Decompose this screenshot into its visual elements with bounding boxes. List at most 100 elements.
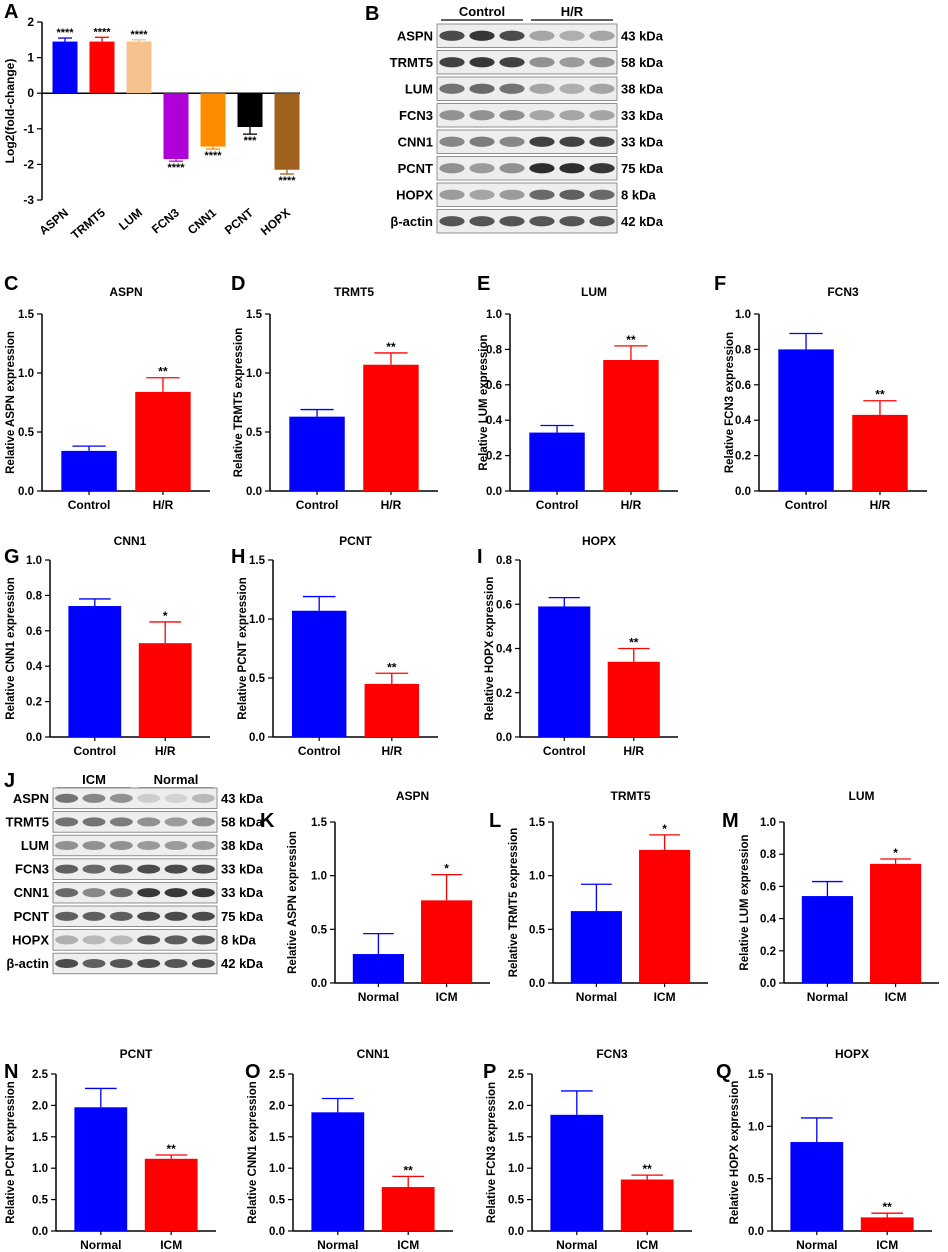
x-tick-label: H/R <box>153 498 174 512</box>
y-tick-label: 2.0 <box>32 1100 48 1112</box>
blot-band <box>137 911 161 921</box>
y-tick-label: 1.5 <box>18 309 35 321</box>
y-axis-label: Relative TRMT5 expression <box>508 828 520 978</box>
x-tick-label: Normal <box>80 1238 121 1252</box>
bar-normal <box>352 954 404 983</box>
x-tick-label: H/R <box>381 498 402 512</box>
chart-title: LUM <box>581 285 607 299</box>
blot-band <box>559 163 585 174</box>
y-tick-label: 0.8 <box>496 555 513 567</box>
kda-label: 38 kDa <box>621 81 664 96</box>
y-tick-label: 1.0 <box>748 1121 764 1133</box>
significance-mark: **** <box>130 29 148 41</box>
panel-o: O CNN1 0.0 0.5 1.0 1.5 2.0 2.5 Relative CNN1 exp… <box>245 1047 453 1252</box>
group-label: Normal <box>154 772 199 787</box>
blot-band <box>109 840 133 851</box>
y-tick-label: 0.0 <box>269 1226 285 1238</box>
y-tick-label: 0.5 <box>249 673 266 685</box>
blot-band <box>191 817 215 827</box>
y-tick-label: 0.6 <box>735 380 751 392</box>
significance-mark: * <box>444 862 449 876</box>
panel-letter: Q <box>716 1061 732 1083</box>
blot-band <box>499 216 525 227</box>
y-axis-label: Relative FCN3 expression <box>724 332 736 473</box>
bar-icm <box>381 1187 435 1231</box>
blot-band <box>589 110 615 121</box>
y-axis-label: Relative ASPN expression <box>287 831 299 974</box>
y-tick-label: 0.2 <box>760 946 776 958</box>
y-tick-label: 0.8 <box>26 590 43 602</box>
significance-mark: ** <box>404 1163 414 1177</box>
x-tick-label: ICM <box>885 990 907 1004</box>
blot-band <box>439 83 465 94</box>
y-tick-label: 1.5 <box>508 1132 525 1144</box>
kda-label: 42 kDa <box>621 214 664 229</box>
blot-row-hopx: HOPX 8 kDa <box>12 929 256 951</box>
x-tick-label: ICM <box>397 1238 419 1252</box>
blot-band <box>164 840 188 851</box>
panel-letter: F <box>714 273 726 295</box>
y-tick-label: 1.5 <box>246 309 263 321</box>
x-tick-label: HOPX <box>258 206 293 239</box>
y-tick-label: 0.5 <box>269 1195 286 1207</box>
y-axis-label: Relative TRMT5 expression <box>233 328 245 478</box>
kda-label: 33 kDa <box>621 134 664 149</box>
y-tick-label: 0.0 <box>32 1226 48 1238</box>
blot-band <box>559 189 585 200</box>
panel-letter: J <box>4 770 15 792</box>
blot-band <box>439 216 465 227</box>
y-axis-label: Relative HOPX expression <box>729 1081 741 1225</box>
blot-band <box>559 110 585 121</box>
bar-control <box>529 432 585 491</box>
bar-control <box>68 606 122 737</box>
x-tick-label: ASPN <box>36 206 71 238</box>
x-tick-label: H/R <box>381 744 402 758</box>
panel-a: A 2 1 0 -1 -2 -3 Log2(fold-change) **** ASPN **** T… <box>3 1 300 242</box>
y-axis-label: Relative LUM expression <box>478 334 490 470</box>
blot-band <box>109 817 133 827</box>
y-tick-label: 0.5 <box>311 924 328 936</box>
panel-p: P FCN3 0.0 0.5 1.0 1.5 2.0 2.5 Relative FCN3 exp… <box>483 1047 692 1252</box>
significance-mark: * <box>163 609 168 623</box>
bar-normal <box>311 1112 365 1231</box>
chart-title: TRMT5 <box>334 285 374 299</box>
protein-label: β-actin <box>6 956 49 971</box>
panel-f: F FCN3 0.0 0.2 0.4 0.6 0.8 1.0 Relative FCN3 exp… <box>714 273 927 512</box>
blot-band <box>469 110 495 121</box>
chart-title: HOPX <box>582 534 616 548</box>
blot-row-aspn: ASPN 43 kDa <box>13 787 264 810</box>
bar-normal <box>550 1114 604 1231</box>
y-tick-label: 1.0 <box>26 555 42 567</box>
x-tick-label: ICM <box>160 1238 182 1252</box>
blot-band <box>137 935 161 945</box>
protein-label: CNN1 <box>398 134 433 149</box>
x-tick-label: Normal <box>556 1238 597 1252</box>
protein-label: LUM <box>405 81 433 96</box>
chart-title: FCN3 <box>596 1047 628 1061</box>
bar-hr <box>603 360 659 491</box>
y-tick-label: 0.6 <box>486 380 502 392</box>
blot-strip <box>436 182 618 207</box>
blot-band <box>164 793 188 803</box>
blot-strip <box>52 834 218 857</box>
y-tick-label: 0.0 <box>26 732 42 744</box>
blot-band <box>137 817 161 827</box>
y-tick-label: 0.4 <box>735 415 752 427</box>
x-tick-label: Control <box>68 498 111 512</box>
bar-hr <box>607 661 660 737</box>
blot-band <box>109 958 133 969</box>
blot-band <box>82 840 106 851</box>
y-axis-label: Relative CNN1 expression <box>5 577 17 720</box>
blot-band <box>55 911 79 921</box>
y-tick-label: -3 <box>23 193 34 207</box>
panel-n: N PCNT 0.0 0.5 1.0 1.5 2.0 2.5 Relative PCNT exp… <box>4 1047 216 1252</box>
blot-band <box>82 793 106 803</box>
x-tick-label: Control <box>73 744 116 758</box>
protein-label: β-actin <box>390 214 433 229</box>
blot-band <box>109 793 133 803</box>
blot-band <box>191 958 215 969</box>
blot-row-cnn1: CNN1 33 kDa <box>398 129 664 154</box>
kda-label: 58 kDa <box>621 55 664 70</box>
x-tick-label: Normal <box>576 990 617 1004</box>
